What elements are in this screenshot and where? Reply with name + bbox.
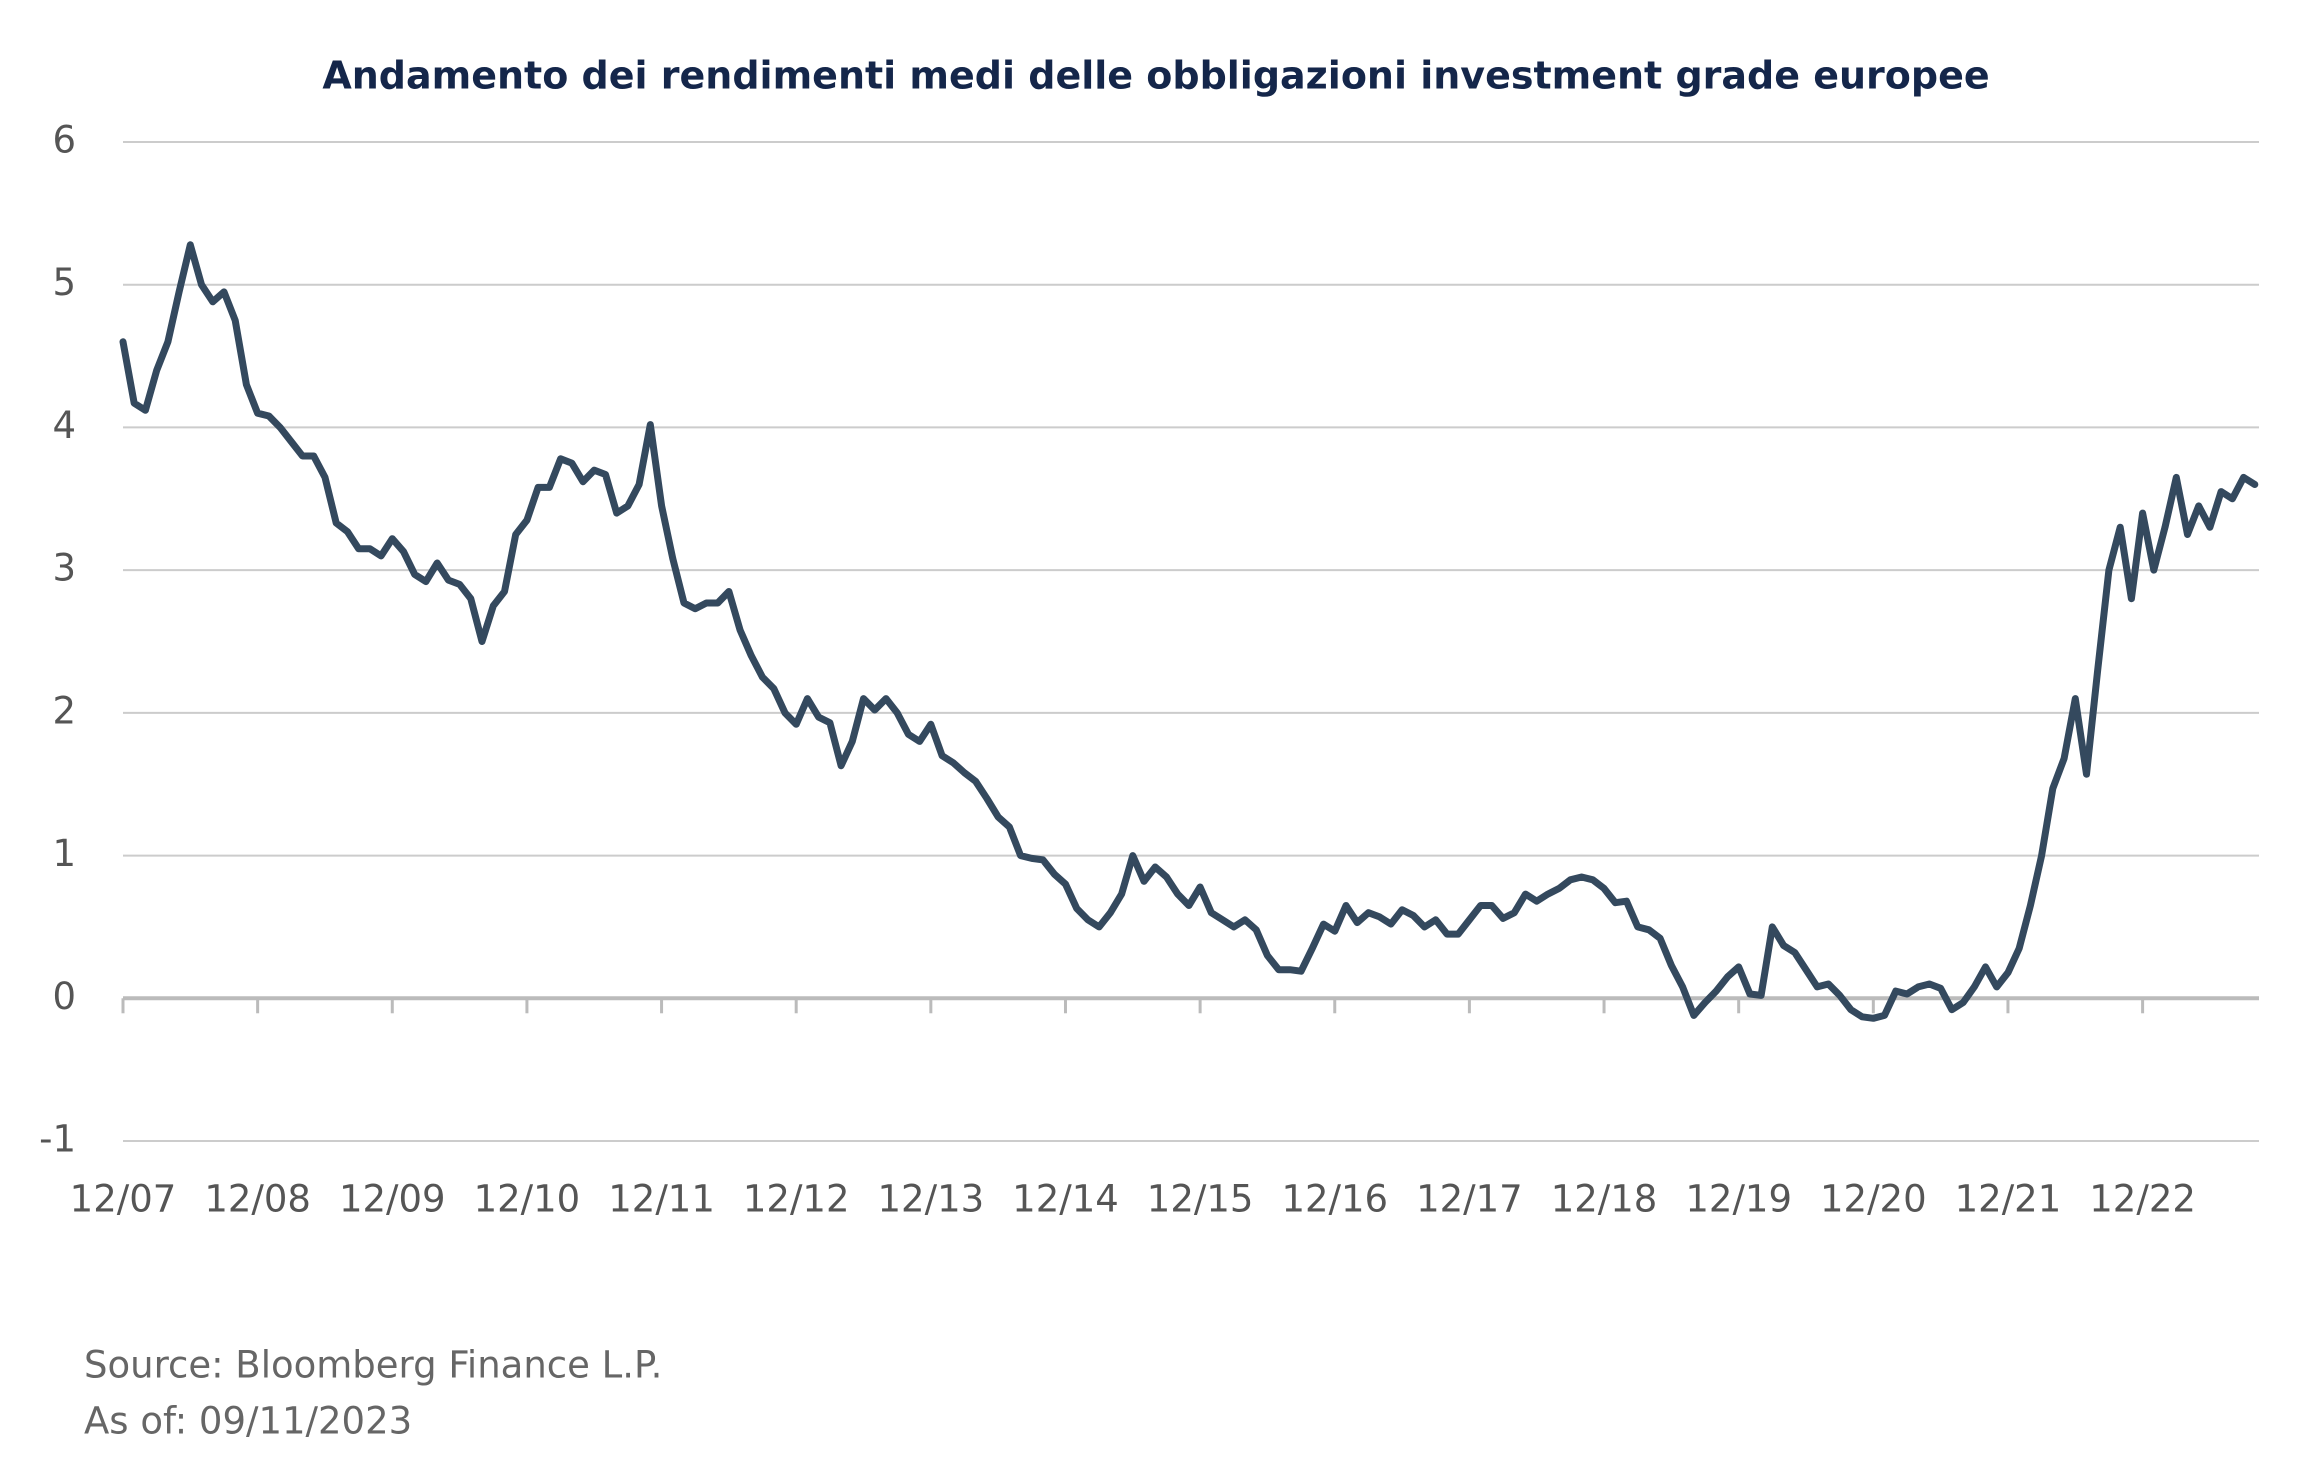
x-tick-label: 12/07	[70, 1178, 177, 1221]
y-tick-label: 0	[52, 975, 76, 1018]
x-tick-label: 12/10	[474, 1178, 581, 1221]
x-tick-label: 12/19	[1685, 1178, 1792, 1221]
x-tick-label: 12/09	[339, 1178, 446, 1221]
x-tick-label: 12/18	[1551, 1178, 1658, 1221]
y-tick-label: 2	[52, 689, 76, 732]
x-tick-label: 12/12	[743, 1178, 850, 1221]
y-tick-label: 6	[52, 119, 76, 162]
x-tick-label: 12/21	[1955, 1178, 2062, 1221]
x-tick-label: 12/17	[1416, 1178, 1523, 1221]
source-note: Source: Bloomberg Finance L.P.	[84, 1344, 662, 1387]
y-tick-label: -1	[39, 1118, 76, 1161]
y-tick-label: 4	[52, 404, 76, 447]
date-note: As of: 09/11/2023	[84, 1400, 412, 1443]
x-tick-label: 12/16	[1281, 1178, 1388, 1221]
x-tick-label: 12/11	[608, 1178, 715, 1221]
data-line	[119, 241, 2259, 1022]
x-tick-label: 12/08	[204, 1178, 311, 1221]
y-tick-label: 1	[52, 832, 76, 875]
x-tick-label: 12/22	[2089, 1178, 2196, 1221]
chart-title: Andamento dei rendimenti medi delle obbl…	[322, 54, 1989, 98]
x-tick-label: 12/15	[1147, 1178, 1254, 1221]
x-tick-label: 12/13	[878, 1178, 985, 1221]
y-tick-label: 5	[52, 261, 76, 304]
y-tick-label: 3	[52, 547, 76, 590]
x-tick-label: 12/20	[1820, 1178, 1927, 1221]
x-tick-label: 12/14	[1012, 1178, 1119, 1221]
